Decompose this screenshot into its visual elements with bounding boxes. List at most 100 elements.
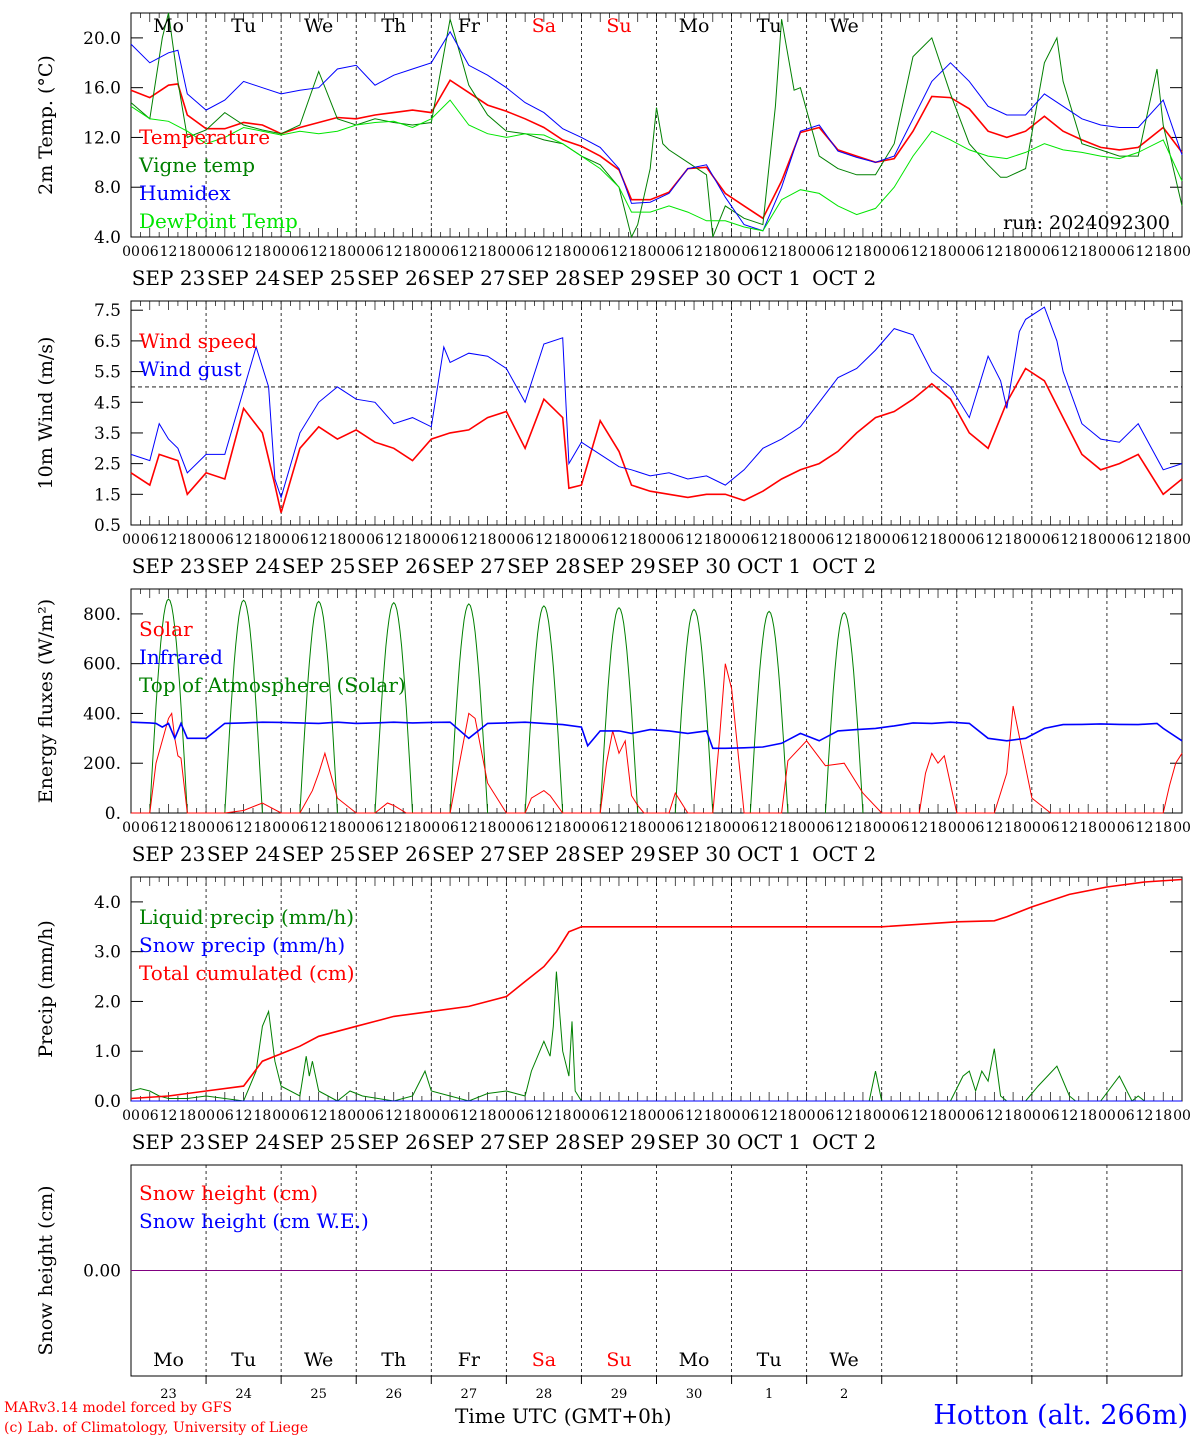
- hour-tick-label: 12: [835, 820, 853, 836]
- hour-tick-label: 12: [310, 532, 328, 548]
- date-label: SEP 28: [507, 842, 581, 866]
- hour-tick-label: 12: [385, 1108, 403, 1124]
- hour-tick-label: 00: [873, 820, 891, 836]
- hour-tick-label: 12: [1060, 244, 1078, 260]
- y-tick-label: 8.0: [94, 178, 121, 198]
- legend-entry: Temperature: [139, 125, 270, 149]
- hour-tick-label: 18: [779, 244, 797, 260]
- date-label: SEP 23: [132, 554, 206, 578]
- hour-tick-label: 18: [1154, 1108, 1172, 1124]
- weekday-label: Tu: [231, 1349, 256, 1371]
- run-label: run: 2024092300: [1003, 212, 1170, 234]
- date-label: SEP 23: [132, 842, 206, 866]
- legend-entry: Total cumulated (cm): [139, 961, 355, 985]
- hour-tick-label: 18: [554, 1108, 572, 1124]
- hour-tick-label: 18: [704, 532, 722, 548]
- hour-tick-label: 18: [178, 1108, 196, 1124]
- panel-5: 0.00 Snow height (cm) Snow height (cm) Snow…: [35, 1164, 1183, 1402]
- series-line: [130, 971, 1182, 1102]
- hour-tick-label: 06: [967, 244, 985, 260]
- hour-tick-label: 12: [685, 244, 703, 260]
- hour-tick-label: 06: [1042, 532, 1060, 548]
- hour-tick-label: 00: [1098, 820, 1116, 836]
- hour-tick-label: 00: [1023, 1108, 1041, 1124]
- hour-tick-label: 12: [535, 1108, 553, 1124]
- date-label: SEP 27: [432, 1130, 506, 1154]
- hour-tick-label: 12: [985, 532, 1003, 548]
- hour-tick-label: 18: [178, 820, 196, 836]
- hour-tick-label: 18: [253, 244, 271, 260]
- y-tick-label: 5.5: [94, 363, 121, 383]
- hour-tick-label: 12: [835, 1108, 853, 1124]
- hour-tick-label: 06: [516, 532, 534, 548]
- hour-tick-label: 18: [1079, 532, 1097, 548]
- hour-tick-label: 12: [685, 820, 703, 836]
- hour-tick-label: 06: [591, 532, 609, 548]
- hour-tick-label: 18: [704, 820, 722, 836]
- hour-tick-label: 00: [798, 820, 816, 836]
- weekday-label: Mo: [153, 15, 184, 37]
- hour-tick-label: 18: [253, 820, 271, 836]
- hour-tick-label: 18: [404, 1108, 422, 1124]
- series-line: [131, 663, 1183, 814]
- hour-tick-label: 12: [760, 820, 778, 836]
- hour-tick-label: 00: [1023, 820, 1041, 836]
- date-label: OCT 1: [737, 554, 801, 578]
- hour-tick-label: 00: [122, 1108, 140, 1124]
- date-label: SEP 23: [132, 1130, 206, 1154]
- date-label: SEP 24: [207, 266, 281, 290]
- hour-tick-label: 12: [1136, 244, 1154, 260]
- y-axis-label: 2m Temp. (°C): [35, 55, 57, 195]
- weekday-label: Su: [606, 15, 631, 37]
- hour-tick-label: 00: [948, 1108, 966, 1124]
- hour-tick-label: 18: [629, 820, 647, 836]
- hour-tick-label: 00: [497, 1108, 515, 1124]
- weekday-label: Th: [381, 1349, 406, 1371]
- hour-tick-label: 12: [1060, 532, 1078, 548]
- hour-tick-label: 06: [892, 1108, 910, 1124]
- hour-tick-label: 12: [685, 1108, 703, 1124]
- hour-tick-label: 18: [1079, 1108, 1097, 1124]
- hour-tick-label: 00: [948, 820, 966, 836]
- hour-tick-label: 18: [479, 1108, 497, 1124]
- hour-tick-label: 00: [1023, 244, 1041, 260]
- series-line: [130, 306, 1183, 500]
- legend-entry: Humidex: [139, 181, 231, 205]
- hour-tick-label: 00: [648, 532, 666, 548]
- hour-tick-label: 00: [497, 820, 515, 836]
- hour-tick-label: 12: [1136, 1108, 1154, 1124]
- hour-tick-label: 06: [141, 1108, 159, 1124]
- y-tick-label: 3.5: [94, 424, 121, 444]
- hour-tick-label: 06: [816, 820, 834, 836]
- hour-tick-label: 18: [253, 1108, 271, 1124]
- hour-tick-label: 18: [629, 532, 647, 548]
- hour-tick-label: 18: [854, 1108, 872, 1124]
- hour-tick-label: 12: [460, 244, 478, 260]
- hour-tick-label: 00: [648, 820, 666, 836]
- hour-tick-label: 00: [1098, 1108, 1116, 1124]
- hour-tick-label: 18: [178, 532, 196, 548]
- hour-tick-label: 06: [741, 244, 759, 260]
- hour-tick-label: 00: [873, 244, 891, 260]
- hour-tick-label: 12: [1060, 1108, 1078, 1124]
- hour-tick-label: 06: [666, 244, 684, 260]
- hour-tick-label: 00: [122, 244, 140, 260]
- legend-entry: Solar: [139, 617, 193, 641]
- hour-tick-label: 06: [141, 244, 159, 260]
- hour-tick-label: 18: [854, 820, 872, 836]
- hour-tick-label: 18: [704, 244, 722, 260]
- hour-tick-label: 00: [1173, 1108, 1191, 1124]
- hour-tick-label: 12: [385, 820, 403, 836]
- hour-tick-label: 18: [479, 244, 497, 260]
- hour-tick-label: 12: [760, 1108, 778, 1124]
- y-axis-label: Energy fluxes (W/m²): [35, 599, 57, 803]
- hour-tick-label: 18: [779, 820, 797, 836]
- legend-entry: Wind gust: [139, 357, 242, 381]
- date-label: SEP 25: [282, 1130, 356, 1154]
- hour-tick-label: 12: [160, 820, 178, 836]
- series-line: [130, 79, 1183, 220]
- hour-tick-label: 18: [854, 532, 872, 548]
- hour-tick-label: 06: [141, 532, 159, 548]
- hour-tick-label: 06: [366, 820, 384, 836]
